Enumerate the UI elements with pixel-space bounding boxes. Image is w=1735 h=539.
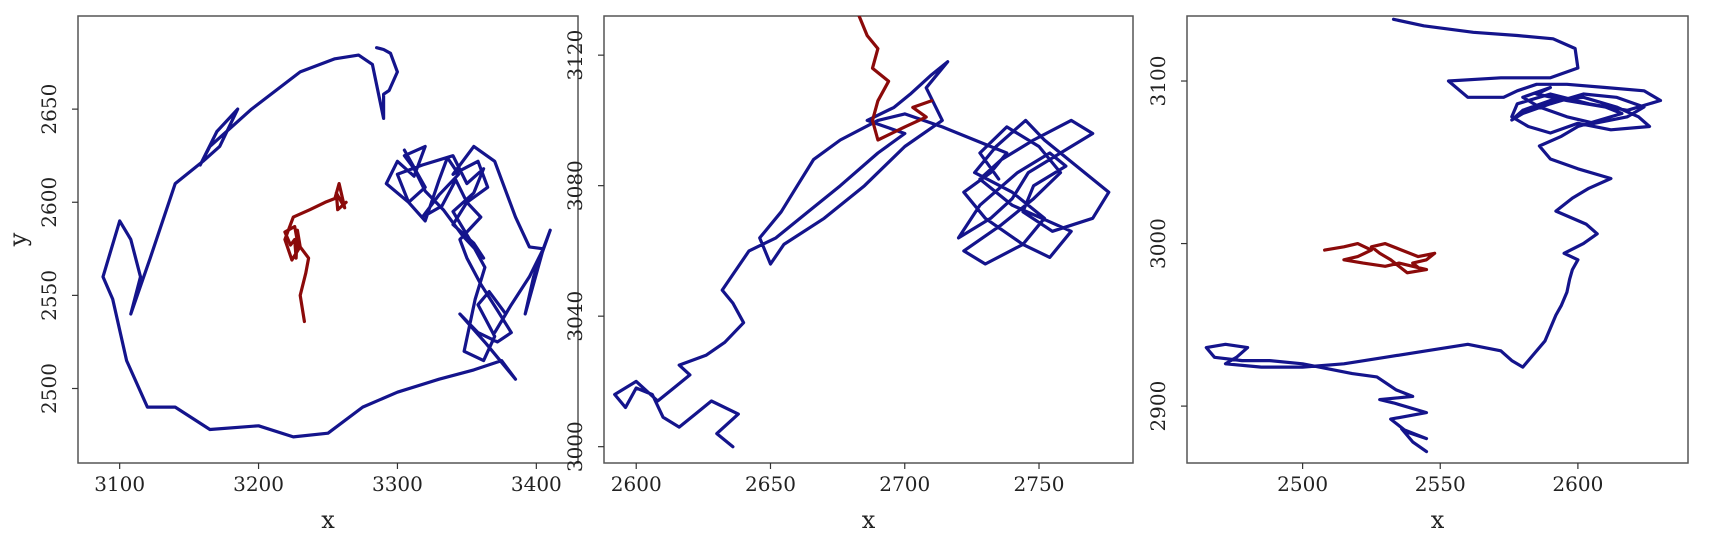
y-tick-label: 3080 xyxy=(563,160,587,211)
plot-frame xyxy=(1186,15,1689,464)
x-tick-label: 2700 xyxy=(879,472,930,496)
x-axis-label: x xyxy=(321,506,335,534)
x-tick-label: 2750 xyxy=(1014,472,1065,496)
series-line-1 xyxy=(613,60,1111,449)
x-axis-label: x xyxy=(1431,506,1445,534)
y-axis-label: y xyxy=(4,232,32,247)
panel-1: 3100 3200 3300 3400 2500 2550 2600 2650 x y xyxy=(4,15,579,534)
y-tick-label: 2600 xyxy=(37,177,61,228)
y-tick-label: 2650 xyxy=(37,84,61,135)
x-tick-label: 2650 xyxy=(745,472,796,496)
panel-3: 2500 2550 2600 2900 3000 3100 x xyxy=(1146,15,1689,534)
series-line-1 xyxy=(1204,17,1663,454)
plot-frame xyxy=(603,15,1134,464)
series-line-1 xyxy=(101,46,552,439)
x-tick-label: 2600 xyxy=(1552,472,1603,496)
series-line-2 xyxy=(1322,242,1437,275)
x-tick-label: 2600 xyxy=(611,472,662,496)
x-axis-label: x xyxy=(862,506,876,534)
x-tick-label: 3200 xyxy=(233,472,284,496)
y-tick-label: 3000 xyxy=(1146,218,1170,269)
y-tick-label: 3040 xyxy=(563,291,587,342)
x-tick-label: 3400 xyxy=(511,472,562,496)
y-tick-label: 3000 xyxy=(563,421,587,472)
x-tick-label: 3100 xyxy=(94,472,145,496)
x-tick-label: 2550 xyxy=(1415,472,1466,496)
y-tick-label: 2900 xyxy=(1146,381,1170,432)
series-line-2 xyxy=(857,16,934,142)
x-tick-label: 3300 xyxy=(372,472,423,496)
y-tick-label: 2550 xyxy=(37,270,61,321)
panel-2: 2600 2650 2700 2750 3000 3040 3080 3120 x xyxy=(563,15,1134,534)
y-tick-label: 3120 xyxy=(563,30,587,81)
x-tick-label: 2500 xyxy=(1277,472,1328,496)
y-tick-label: 3100 xyxy=(1146,56,1170,107)
y-tick-label: 2500 xyxy=(37,363,61,414)
series-line-2 xyxy=(283,182,348,324)
plot-frame xyxy=(77,15,579,464)
